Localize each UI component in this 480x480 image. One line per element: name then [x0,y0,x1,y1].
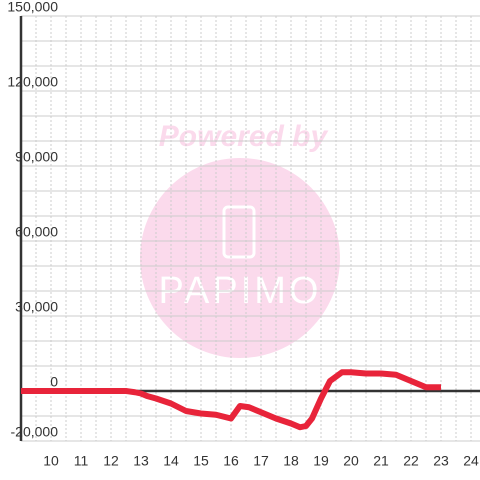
y-tick-label: 90,000 [15,149,58,165]
x-tick-label: 16 [223,453,239,469]
x-tick-label: 11 [74,453,89,469]
x-tick-label: 22 [403,453,419,469]
y-tick-label: 0 [50,374,58,390]
x-tick-label: 20 [343,453,359,469]
data-line [21,369,441,431]
y-tick-label: 60,000 [15,224,58,240]
x-tick-label: 12 [103,453,119,469]
y-tick-label: -20,000 [11,424,59,440]
watermark-caption: Powered by [159,120,329,153]
x-tick-label: 14 [163,453,179,469]
x-tick-label: 23 [433,453,449,469]
y-tick-label: 30,000 [15,299,58,315]
watermark: Powered by PAPIMO [140,120,340,358]
x-tick-label: 24 [463,453,479,469]
x-tick-label: 13 [133,453,149,469]
x-tick-label: 15 [193,453,209,469]
y-tick-label: 120,000 [7,74,58,90]
watermark-icon [222,205,256,259]
x-tick-label: 21 [373,453,389,469]
y-tick-label: 150,000 [7,0,58,15]
x-tick-label: 17 [253,453,269,469]
x-tick-label: 10 [43,453,59,469]
x-tick-label: 18 [283,453,299,469]
x-tick-label: 19 [313,453,329,469]
